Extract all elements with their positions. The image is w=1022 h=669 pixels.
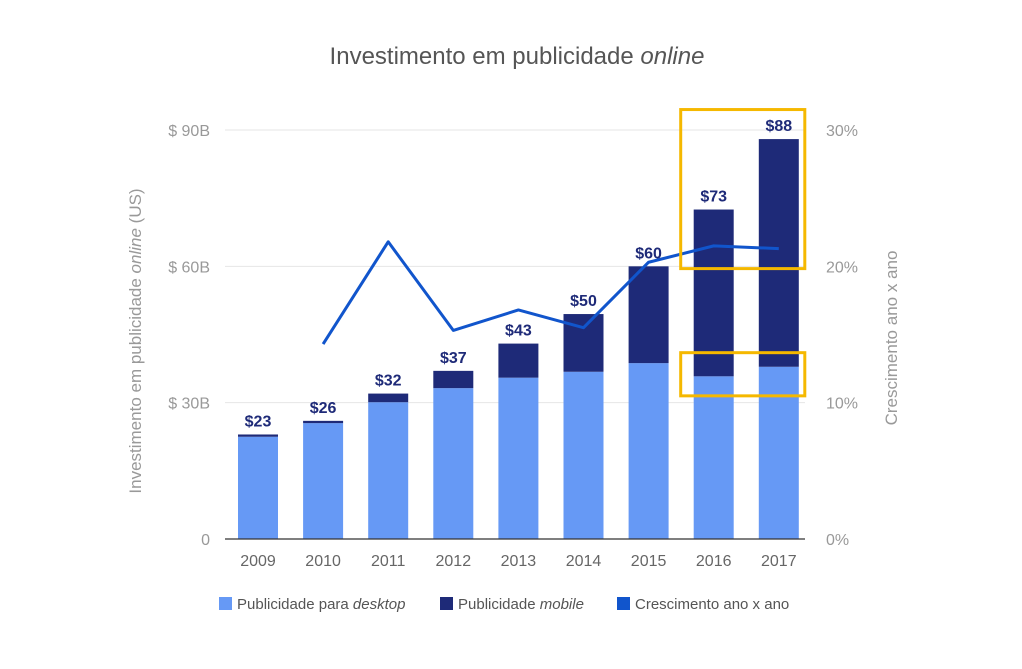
bar-total-label: $23 xyxy=(245,413,272,430)
bar-desktop xyxy=(498,377,539,539)
legend-swatch-desktop xyxy=(219,597,232,610)
y2-tick-label: 20% xyxy=(826,259,858,276)
bar-desktop xyxy=(758,366,799,539)
y2-tick-label: 0% xyxy=(826,532,849,549)
bar-desktop xyxy=(303,423,344,539)
x-tick-label: 2015 xyxy=(631,553,667,570)
data-label-layer: $23 $26 $32 $37 $43 $50 $60 $73 $88 xyxy=(245,118,793,430)
legend: Publicidade para desktop Publicidade mob… xyxy=(219,596,789,613)
bar-mobile xyxy=(498,343,539,378)
bar-mobile xyxy=(238,434,278,437)
growth-line-layer xyxy=(321,240,779,345)
bar-mobile xyxy=(693,209,734,377)
highlight-box xyxy=(679,351,807,398)
x-tick-label: 2017 xyxy=(761,553,797,570)
y2-axis-title: Crescimento ano x ano xyxy=(882,251,901,426)
legend-swatch-growth xyxy=(617,597,630,610)
bar-total-label: $60 xyxy=(635,245,662,262)
x-tick-label: 2016 xyxy=(696,553,732,570)
legend-item-growth[interactable]: Crescimento ano x ano xyxy=(617,596,789,613)
bar-total-label: $37 xyxy=(440,350,467,367)
y-tick-label: $ 90B xyxy=(168,123,210,140)
y2-tick-label: 30% xyxy=(826,123,858,140)
x-tick-label: 2009 xyxy=(240,553,276,570)
legend-label-mobile: Publicidade mobile xyxy=(458,596,584,613)
bar-total-label: $32 xyxy=(375,373,402,390)
y-tick-label: $ 60B xyxy=(168,259,210,276)
bar-desktop xyxy=(433,388,474,539)
x-tick-label: 2012 xyxy=(436,553,472,570)
bar-desktop xyxy=(238,436,278,539)
growth-line xyxy=(321,240,779,345)
chart-title: Investimento em publicidade online xyxy=(330,43,705,70)
bar-total-label: $26 xyxy=(310,400,337,417)
bar-desktop xyxy=(368,402,409,539)
bar-mobile xyxy=(368,393,409,403)
bar-mobile xyxy=(433,370,474,389)
bar-desktop xyxy=(563,371,604,539)
highlight-layer xyxy=(679,108,807,398)
bar-mobile xyxy=(758,139,799,367)
legend-label-desktop: Publicidade para desktop xyxy=(237,596,405,613)
bar-layer xyxy=(238,139,799,539)
bar-desktop xyxy=(628,363,669,539)
x-tick-label: 2014 xyxy=(566,553,602,570)
legend-swatch-mobile xyxy=(440,597,453,610)
bar-total-label: $73 xyxy=(700,189,727,206)
y-axis-title: Investimento em publicidade online (US) xyxy=(126,188,145,493)
legend-item-mobile[interactable]: Publicidade mobile xyxy=(440,596,584,613)
x-tick-label: 2011 xyxy=(371,553,406,570)
highlight-box xyxy=(679,108,807,271)
x-tick-label: 2013 xyxy=(501,553,537,570)
x-tick-label: 2010 xyxy=(305,553,341,570)
bar-total-label: $50 xyxy=(570,293,597,310)
bar-desktop xyxy=(693,376,734,539)
bar-mobile xyxy=(628,266,669,364)
bar-total-label: $88 xyxy=(765,118,792,135)
legend-label-growth: Crescimento ano x ano xyxy=(635,596,789,613)
axis-layer: 0 $ 30B $ 60B $ 90B 0% 10% 20% 30% 2009 2010 2011 2… xyxy=(168,123,858,570)
y-tick-label: 0 xyxy=(201,532,210,549)
bar-mobile xyxy=(303,420,344,424)
y2-tick-label: 10% xyxy=(826,396,858,413)
bar-total-label: $43 xyxy=(505,323,532,340)
legend-item-desktop[interactable]: Publicidade para desktop xyxy=(219,596,405,613)
y-tick-label: $ 30B xyxy=(168,396,210,413)
